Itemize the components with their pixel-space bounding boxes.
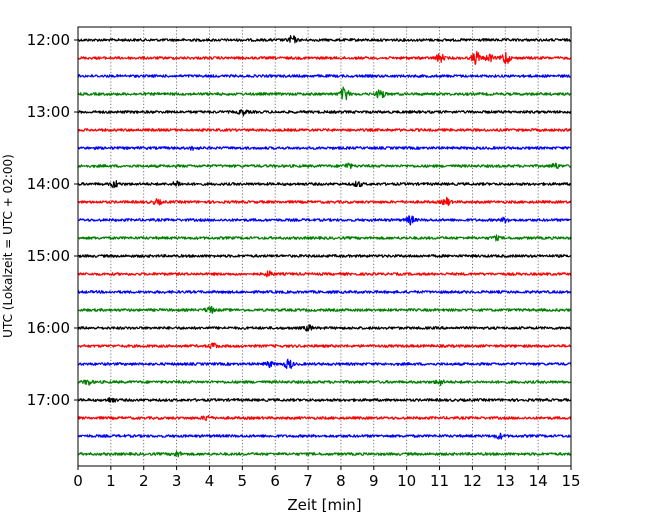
y-tick-label: 15:00 — [27, 247, 70, 265]
trace-1730 — [77, 432, 572, 440]
trace-1745 — [77, 450, 572, 458]
trace-1530 — [77, 290, 572, 294]
trace-1400 — [77, 180, 572, 189]
y-axis-ticks: 12:00 13:00 14:00 15:00 16:00 17:00 — [27, 31, 78, 409]
y-tick-label: 14:00 — [27, 175, 70, 193]
x-tick-label: 8 — [336, 472, 346, 490]
x-tick-label: 14 — [529, 472, 548, 490]
trace-1515 — [77, 270, 572, 278]
plot-frame — [77, 26, 572, 467]
vertical-grid — [110, 27, 539, 466]
trace-1545 — [77, 305, 572, 314]
x-axis-title: Zeit [min] — [287, 496, 361, 514]
y-tick-label: 12:00 — [27, 31, 70, 49]
trace-1700 — [77, 397, 572, 403]
x-tick-label: 0 — [73, 472, 83, 490]
x-tick-label: 13 — [496, 472, 515, 490]
x-tick-label: 11 — [430, 472, 449, 490]
y-axis-title: UTC (Lokalzeit = UTC + 02:00) — [1, 154, 15, 338]
x-tick-label: 10 — [397, 472, 416, 490]
trace-1315 — [77, 128, 572, 132]
x-tick-label: 6 — [270, 472, 280, 490]
y-tick-label: 16:00 — [27, 319, 70, 337]
trace-1415 — [77, 196, 572, 207]
x-tick-label: 9 — [369, 472, 379, 490]
x-tick-label: 1 — [106, 472, 116, 490]
trace-1230 — [77, 74, 572, 78]
trace-1615 — [77, 342, 572, 350]
x-tick-label: 5 — [238, 472, 248, 490]
x-tick-label: 7 — [303, 472, 313, 490]
x-tick-label: 15 — [561, 472, 580, 490]
trace-1300 — [77, 109, 572, 117]
trace-1630 — [77, 358, 572, 370]
trace-1345 — [77, 162, 572, 170]
plot-background — [78, 27, 571, 466]
trace-series — [77, 35, 572, 458]
trace-1445 — [77, 234, 572, 242]
trace-1600 — [77, 324, 572, 332]
trace-1245 — [77, 86, 572, 101]
trace-1330 — [77, 145, 572, 151]
trace-1430 — [77, 215, 572, 226]
y-tick-label: 17:00 — [27, 391, 70, 409]
trace-1645 — [77, 379, 572, 387]
y-tick-label: 13:00 — [27, 103, 70, 121]
x-tick-label: 12 — [463, 472, 482, 490]
trace-1215 — [77, 51, 572, 65]
x-tick-label: 3 — [172, 472, 182, 490]
x-tick-label: 4 — [205, 472, 215, 490]
x-tick-label: 2 — [139, 472, 149, 490]
trace-1200 — [77, 35, 572, 44]
trace-1715 — [77, 414, 572, 422]
trace-1500 — [77, 254, 572, 258]
x-axis-ticks: 0 1 2 3 4 5 6 7 8 9 10 11 12 13 14 15 — [73, 466, 581, 490]
